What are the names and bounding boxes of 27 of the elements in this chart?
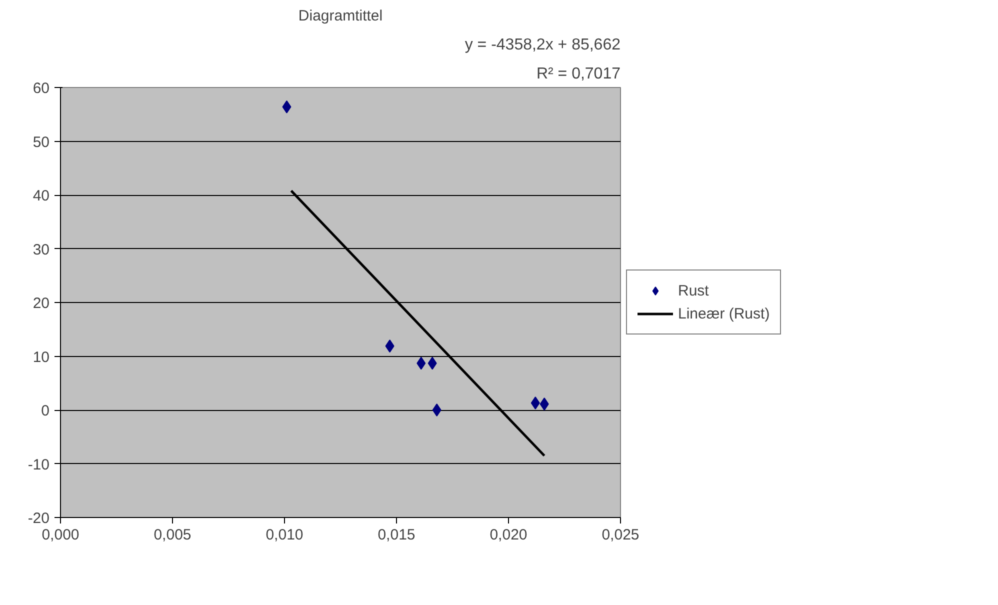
y-tick-label: -20 xyxy=(28,510,50,527)
y-tick-label: 0 xyxy=(41,402,50,420)
text: y = -4358,2x + 85,662 xyxy=(464,36,621,54)
y-tick-label: 10 xyxy=(32,348,50,366)
x-tick-label: 0,005 xyxy=(154,526,192,544)
y-tick-label: 50 xyxy=(32,134,50,151)
point xyxy=(385,340,394,353)
point xyxy=(416,356,426,370)
point xyxy=(540,398,549,411)
y-tick-label: 60 xyxy=(32,80,50,97)
text: R² = 0,7017 xyxy=(536,66,621,82)
legend-label: Lineær (Rust) xyxy=(678,305,770,322)
point xyxy=(432,404,442,416)
point xyxy=(428,356,437,370)
chart-title: Diagramtittel xyxy=(298,8,383,24)
x-tick-label: 0,020 xyxy=(490,526,528,544)
point xyxy=(282,100,292,114)
y-tick-label: -10 xyxy=(28,456,50,474)
x-tick-label: 0,025 xyxy=(602,526,640,544)
x-tick-label: 0,010 xyxy=(266,526,304,544)
y-tick-label: 20 xyxy=(32,295,50,312)
y-tick-label: 30 xyxy=(32,241,50,258)
y-tick-label: 40 xyxy=(32,188,50,204)
x-tick-label: 0,015 xyxy=(378,526,416,544)
x-tick-label: 0,000 xyxy=(42,526,80,544)
point xyxy=(530,396,540,410)
legend-label: Rust xyxy=(678,282,709,299)
